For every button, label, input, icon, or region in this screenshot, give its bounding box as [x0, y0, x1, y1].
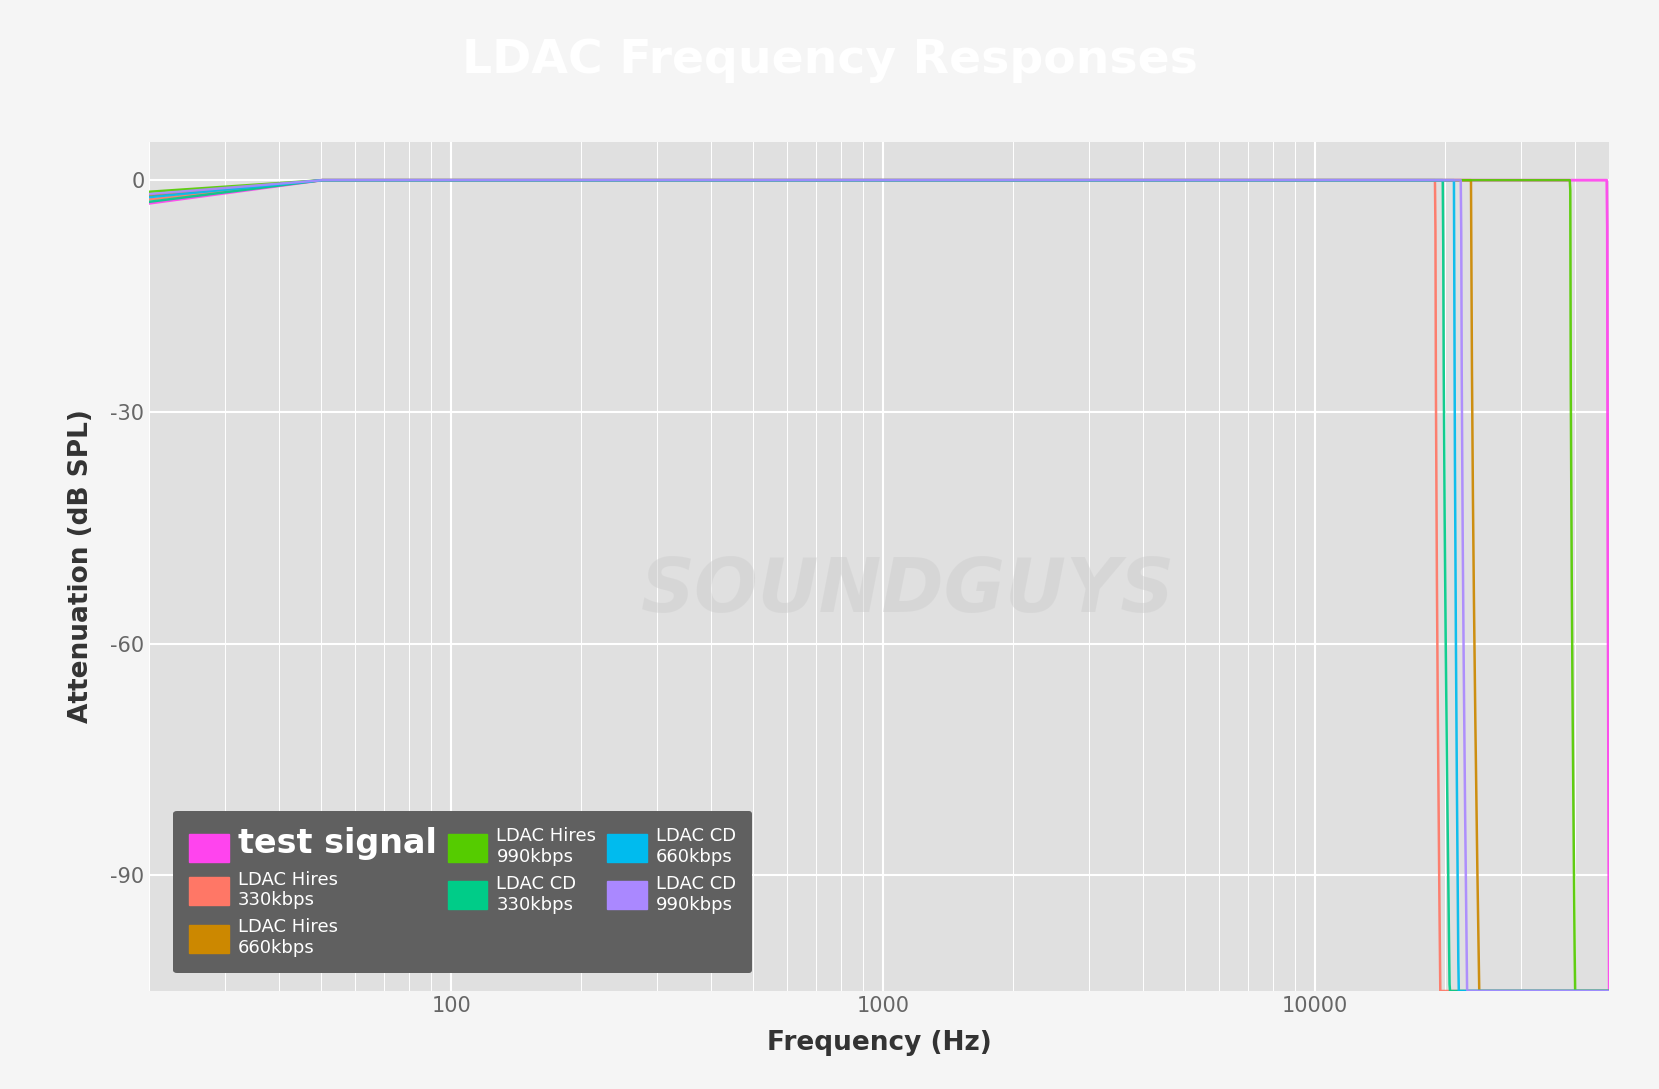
X-axis label: Frequency (Hz): Frequency (Hz)	[766, 1030, 992, 1055]
Text: SOUNDGUYS: SOUNDGUYS	[642, 555, 1176, 628]
Legend: test signal, LDAC Hires
330kbps, LDAC Hires
660kbps, LDAC Hires
990kbps, LDAC CD: test signal, LDAC Hires 330kbps, LDAC Hi…	[173, 810, 752, 974]
Text: LDAC Frequency Responses: LDAC Frequency Responses	[461, 38, 1198, 83]
Y-axis label: Attenuation (dB SPL): Attenuation (dB SPL)	[68, 409, 93, 723]
